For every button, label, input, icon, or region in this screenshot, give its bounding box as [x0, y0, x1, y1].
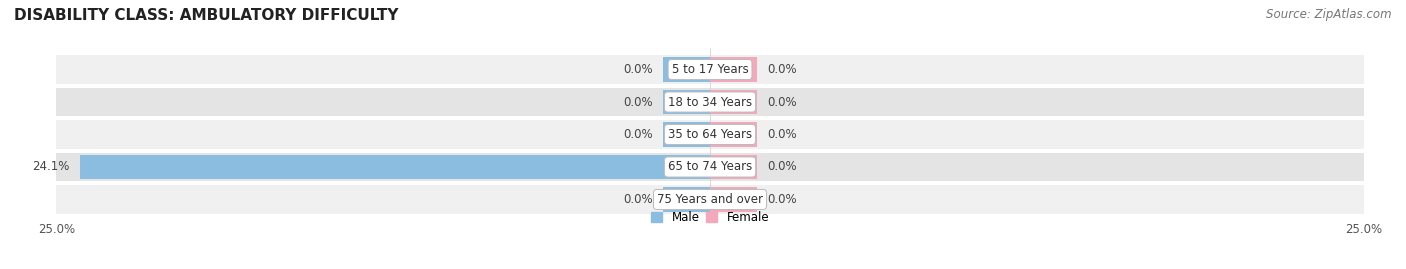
Text: 5 to 17 Years: 5 to 17 Years — [672, 63, 748, 76]
Bar — [710, 57, 756, 82]
Legend: Male, Female: Male, Female — [645, 206, 775, 228]
Text: 24.1%: 24.1% — [32, 161, 69, 174]
Text: 0.0%: 0.0% — [623, 63, 652, 76]
Bar — [710, 155, 756, 179]
Text: 0.0%: 0.0% — [623, 95, 652, 108]
Text: 35 to 64 Years: 35 to 64 Years — [668, 128, 752, 141]
Bar — [56, 120, 1364, 149]
Bar — [56, 185, 1364, 214]
Text: 65 to 74 Years: 65 to 74 Years — [668, 161, 752, 174]
Bar — [710, 122, 756, 147]
Text: 18 to 34 Years: 18 to 34 Years — [668, 95, 752, 108]
Text: 0.0%: 0.0% — [623, 193, 652, 206]
Bar — [56, 88, 1364, 116]
Text: 0.0%: 0.0% — [768, 95, 797, 108]
Text: 0.0%: 0.0% — [768, 63, 797, 76]
Bar — [664, 90, 710, 114]
Bar — [80, 155, 710, 179]
Text: Source: ZipAtlas.com: Source: ZipAtlas.com — [1267, 8, 1392, 21]
Bar — [664, 122, 710, 147]
Bar — [56, 153, 1364, 181]
Bar — [664, 187, 710, 212]
Text: 0.0%: 0.0% — [623, 128, 652, 141]
Text: DISABILITY CLASS: AMBULATORY DIFFICULTY: DISABILITY CLASS: AMBULATORY DIFFICULTY — [14, 8, 398, 23]
Text: 0.0%: 0.0% — [768, 128, 797, 141]
Text: 0.0%: 0.0% — [768, 161, 797, 174]
Bar — [664, 57, 710, 82]
Text: 0.0%: 0.0% — [768, 193, 797, 206]
Text: 75 Years and over: 75 Years and over — [657, 193, 763, 206]
Bar — [710, 187, 756, 212]
Bar — [56, 55, 1364, 84]
Bar — [710, 90, 756, 114]
